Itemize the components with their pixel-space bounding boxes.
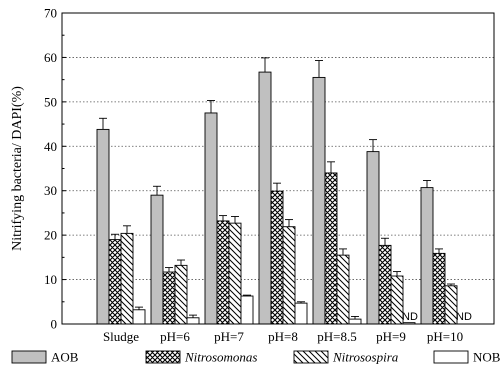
- bar: [228, 222, 242, 325]
- legend-swatch: [293, 350, 329, 364]
- legend: AOB Nitrosomonas Nitrosospira NOB: [11, 350, 501, 365]
- x-tick-label: pH=8.5: [317, 329, 356, 344]
- bar: [420, 187, 434, 325]
- legend-swatch: [11, 350, 47, 364]
- y-tick-label: 20: [44, 228, 57, 243]
- legend-label: AOB: [51, 350, 79, 365]
- y-tick-label: 50: [44, 94, 57, 109]
- bar: [324, 172, 338, 325]
- y-tick-label: 10: [44, 272, 57, 287]
- bar: [120, 232, 134, 325]
- y-axis-title: Nitrifying bacteria/ DAPI(%): [10, 86, 25, 251]
- legend-swatch: [433, 350, 469, 364]
- x-tick-label: pH=6: [160, 329, 190, 344]
- bar: [162, 271, 176, 325]
- bar: [204, 112, 218, 325]
- bar: [432, 252, 446, 325]
- bar: [258, 71, 272, 325]
- legend-label: Nitrosomonas: [184, 350, 257, 365]
- y-tick-label: 30: [44, 183, 57, 198]
- bar: [366, 151, 380, 325]
- bar: [378, 244, 392, 325]
- bar: [348, 318, 362, 325]
- y-tick-label: 40: [44, 139, 57, 154]
- bar: [132, 309, 146, 325]
- y-tick-label: 70: [44, 6, 57, 21]
- x-tick-label: pH=8: [268, 329, 298, 344]
- bar: [312, 76, 326, 325]
- x-tick-label: pH=9: [376, 329, 406, 344]
- legend-label: Nitrosospira: [332, 350, 399, 365]
- bar: [216, 220, 230, 325]
- bar: [186, 317, 200, 325]
- bar: [336, 254, 350, 325]
- nd-annotation: ND: [402, 311, 418, 323]
- bar: [174, 264, 188, 325]
- bar: [282, 226, 296, 325]
- y-tick-label: 60: [44, 50, 57, 65]
- y-tick-label: 0: [51, 317, 58, 332]
- bar: [108, 239, 122, 325]
- x-tick-label: Sludge: [103, 329, 139, 344]
- legend-swatch: [145, 350, 181, 364]
- axes: Sludge pH=6 pH=7 pH=8 pH=8.5 pH=9 pH=10 ND ND 0 10…: [10, 6, 495, 344]
- x-tick-label: pH=10: [427, 329, 463, 344]
- nd-annotation: ND: [456, 311, 472, 323]
- bar: [240, 295, 254, 325]
- bar: [294, 302, 308, 325]
- x-tick-label: pH=7: [214, 329, 244, 344]
- bar: [270, 190, 284, 325]
- bar: [150, 194, 164, 325]
- legend-label: NOB: [473, 350, 501, 365]
- bar: [96, 128, 110, 325]
